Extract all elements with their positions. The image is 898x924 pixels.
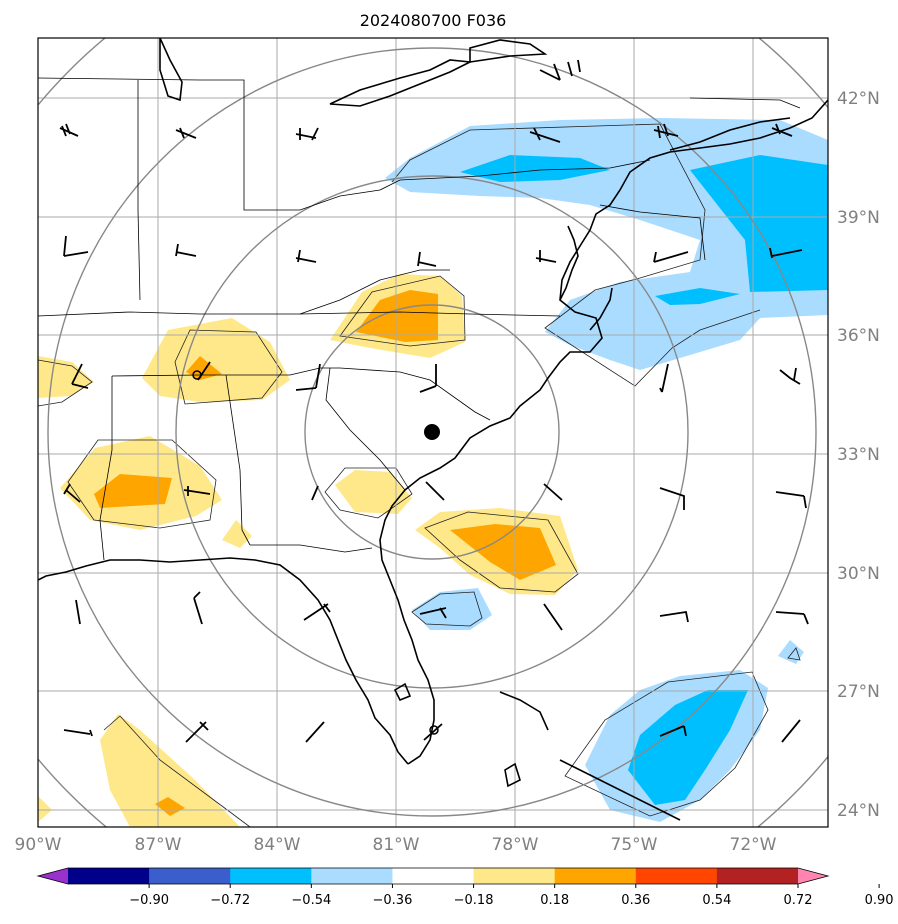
lon-label: 78°W	[492, 835, 539, 855]
colorbar-tick-label: −0.90	[129, 893, 169, 908]
lon-label: 87°W	[135, 835, 182, 855]
lon-label: 75°W	[611, 835, 658, 855]
colorbar-tick-label: 0.54	[702, 893, 731, 908]
colorbar-segment	[716, 868, 799, 884]
colorbar-segment	[392, 868, 475, 884]
contour-pos-virginia-core	[356, 290, 438, 342]
colorbar-extend-high	[798, 868, 828, 884]
contour-lines	[38, 123, 801, 827]
contour-strong-east	[690, 155, 828, 292]
lat-label: 39°N	[837, 208, 880, 228]
contour-strong-southeast	[628, 690, 748, 805]
map-title: 2024080700 F036	[360, 11, 507, 30]
lat-label: 42°N	[837, 89, 880, 109]
contour-neg-small-east	[778, 640, 804, 664]
storm-center-dot	[424, 424, 440, 440]
contour-pos-tennessee-core	[186, 356, 222, 380]
colorbar-tick-label: −0.36	[373, 893, 413, 908]
colorbar-tick-label: −0.18	[454, 893, 494, 908]
lat-label: 33°N	[837, 445, 880, 465]
colorbar-tick-label: 0.90	[865, 893, 894, 908]
contour-pos-west-edge	[38, 356, 94, 398]
site-marker-west	[192, 370, 202, 380]
contour-pos-small-pan	[222, 520, 252, 548]
lat-label: 30°N	[837, 564, 880, 584]
colorbar-segment	[149, 868, 231, 884]
colorbar-tick-label: 0.72	[784, 893, 813, 908]
site-marker-florida	[429, 725, 439, 735]
lat-label: 24°N	[837, 801, 880, 821]
colorbar-tick-label: 0.18	[540, 893, 569, 908]
contour-pos-gulf-edge	[38, 796, 52, 822]
wind-barbs	[59, 59, 809, 743]
political-borders	[38, 77, 801, 561]
colorbar-tick-label: 0.36	[621, 893, 650, 908]
colorbar-tick-label: −0.54	[291, 893, 331, 908]
colorbar-segment	[68, 868, 150, 884]
longitude-labels: 90°W 87°W 84°W 81°W 78°W 75°W 72°W	[15, 835, 777, 855]
lat-label: 36°N	[837, 326, 880, 346]
colorbar-tick-label: −0.72	[210, 893, 250, 908]
contour-pos-gulf-core	[155, 797, 185, 816]
contour-pos-georgia	[335, 470, 412, 514]
contour-strong-east-small	[655, 288, 740, 305]
lat-lon-grid	[38, 38, 828, 827]
lat-label: 27°N	[837, 682, 880, 702]
coastlines	[38, 38, 828, 821]
latitude-labels: 42°N 39°N 36°N 33°N 30°N 27°N 24°N	[837, 89, 880, 821]
lon-label: 84°W	[254, 835, 301, 855]
contour-pos-alabama-core	[94, 474, 172, 508]
colorbar-segment	[311, 868, 393, 884]
contour-pos-gulf	[100, 714, 240, 827]
colorbar: −0.90 −0.72 −0.54 −0.36 −0.18 0.18 0.36 0.54 0.7…	[36, 867, 894, 908]
contour-neg-offshore	[412, 588, 492, 630]
colorbar-segment	[473, 868, 556, 884]
lon-label: 81°W	[373, 835, 420, 855]
colorbar-extend-low	[38, 868, 68, 884]
contour-pos-tennessee	[142, 318, 290, 402]
lon-label: 72°W	[730, 835, 777, 855]
contour-strong-northeast	[460, 155, 610, 182]
lon-label: 90°W	[15, 835, 62, 855]
filled-contours	[38, 118, 828, 827]
contour-pos-offshore-core	[450, 524, 556, 580]
colorbar-segment	[635, 868, 718, 884]
colorbar-segment	[230, 868, 312, 884]
map-frame	[37, 37, 829, 828]
colorbar-segment	[554, 868, 637, 884]
colorbar-outline	[36, 867, 830, 885]
